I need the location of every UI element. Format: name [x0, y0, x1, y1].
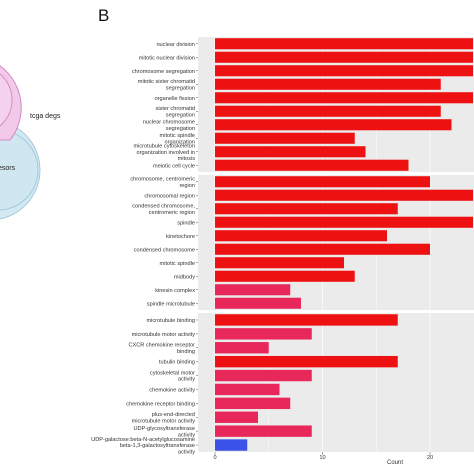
category-label: microtubule cytoskeleton organization inv…: [133, 144, 195, 162]
category-label: chemokine activity: [149, 387, 195, 393]
venn-set-label: tcga degs: [30, 113, 61, 120]
bar: [215, 270, 355, 282]
venn-partial-label: esors: [0, 165, 16, 172]
category-label: microtubule binding: [146, 318, 195, 324]
bar: [215, 342, 269, 354]
category-label: UDP-galactose:beta-N-acetylglucosamine be…: [91, 437, 195, 455]
category-label: chromosome segregation: [132, 69, 195, 75]
category-label: chromosome, centromeric region: [130, 177, 195, 189]
x-tick-label: 0: [213, 455, 216, 461]
category-label: microtubule motor activity: [132, 332, 196, 338]
bar: [215, 328, 312, 340]
bar: [215, 132, 355, 144]
category-label: chemokine receptor binding: [126, 401, 195, 407]
x-tick-label: 20: [427, 455, 433, 461]
category-label: chromosomal region: [144, 193, 195, 199]
bar: [215, 78, 441, 90]
bar: [215, 425, 312, 437]
category-label: mitotic spindle organization: [160, 133, 195, 145]
bar: [215, 230, 387, 242]
category-label: nuclear division: [156, 42, 195, 48]
category-label: kinetochore: [166, 234, 195, 240]
category-label: mitotic sister chromatid segregation: [138, 79, 195, 91]
venn-diagram: tcga degs esors: [0, 65, 61, 220]
bar: [215, 159, 409, 171]
venn-circle-pink: [0, 73, 13, 127]
bar: [215, 189, 473, 201]
bar: [215, 243, 430, 255]
bar: [215, 92, 473, 104]
category-label: meiotic cell cycle: [153, 163, 195, 169]
bar: [215, 51, 473, 63]
x-axis-title: Count: [387, 460, 403, 466]
bar: [215, 119, 452, 131]
bar: [215, 383, 280, 396]
category-label: condensed chromosome, centromeric region: [132, 204, 195, 216]
bar: [215, 38, 473, 50]
venn-circle-blue-large: [0, 129, 39, 211]
bar: [215, 297, 301, 309]
bar: [215, 105, 441, 117]
category-labels: nuclear division mitotic nuclear division…: [91, 42, 198, 455]
category-label: nuclear chromosome segregation: [143, 120, 195, 132]
category-label: sister chromatid segregation: [156, 106, 195, 118]
x-axis: 0 10 20: [213, 452, 433, 461]
bar: [215, 216, 473, 228]
category-label: cytoskeletal motor activity: [150, 370, 195, 382]
bar: [215, 314, 398, 326]
category-label: organelle fission: [155, 96, 195, 102]
category-label: UDP-glycosyltransferase activity: [133, 426, 195, 438]
x-tick-label: 10: [319, 455, 325, 461]
panel-label: B: [98, 6, 110, 25]
bar: [215, 257, 344, 269]
bar: [215, 355, 398, 368]
bar: [215, 176, 430, 188]
bar: [215, 146, 366, 158]
chart-bars: [215, 38, 473, 451]
category-label: condensed chromosome: [134, 247, 195, 253]
bar: [215, 397, 291, 410]
category-label: kinesin complex: [155, 288, 195, 294]
category-label: spindle microtubule: [147, 301, 195, 307]
bar: [215, 203, 398, 215]
bar: [215, 284, 291, 296]
category-label: spindle: [177, 220, 195, 226]
category-label: midbody: [174, 274, 195, 280]
bar: [215, 369, 312, 382]
bar: [215, 439, 248, 451]
category-label: mitotic spindle: [160, 261, 195, 267]
category-label: mitotic nuclear division: [139, 55, 195, 61]
bar: [215, 411, 258, 423]
category-label: tubulin binding: [159, 360, 195, 366]
category-label: CXCR chemokine receptor binding: [128, 343, 195, 355]
category-label: plus-end-directed microtubule motor activ…: [132, 412, 196, 424]
bar: [215, 65, 473, 77]
